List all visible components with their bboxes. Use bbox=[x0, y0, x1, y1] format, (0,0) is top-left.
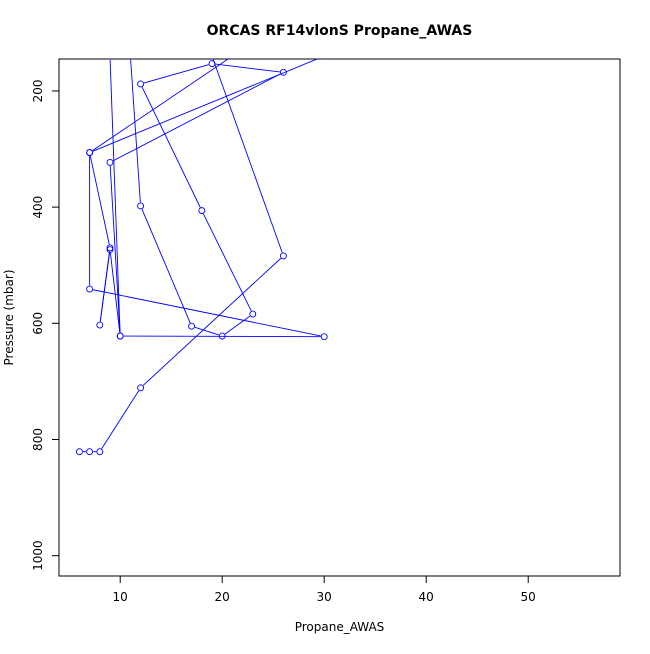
data-point bbox=[320, 333, 328, 341]
data-point bbox=[96, 448, 104, 456]
data-point bbox=[249, 310, 257, 318]
data-point bbox=[198, 207, 206, 215]
data-point bbox=[106, 246, 114, 253]
y-tick-label: 400 bbox=[31, 196, 45, 219]
x-tick-label: 50 bbox=[521, 590, 536, 604]
series-line-segment bbox=[142, 258, 282, 386]
data-point bbox=[86, 149, 94, 156]
data-point bbox=[279, 68, 287, 76]
data-point bbox=[108, 59, 112, 60]
data-point bbox=[128, 59, 133, 60]
data-point bbox=[137, 384, 145, 392]
series-line-segment bbox=[92, 59, 319, 152]
series-line-segment bbox=[99, 251, 110, 322]
series-line-segment bbox=[123, 335, 321, 338]
data-point bbox=[188, 322, 196, 330]
x-axis-label: Propane_AWAS bbox=[295, 620, 385, 634]
data-point bbox=[230, 59, 235, 60]
data-point bbox=[137, 80, 145, 88]
data-point bbox=[116, 332, 124, 340]
y-axis-label: Pressure (mbar) bbox=[2, 269, 16, 365]
series-line-segment bbox=[212, 59, 283, 253]
data-point bbox=[106, 158, 114, 166]
y-tick-label: 600 bbox=[31, 312, 45, 335]
data-point bbox=[75, 448, 83, 456]
data-point bbox=[218, 332, 226, 340]
data-point bbox=[279, 252, 287, 260]
series-line-segment bbox=[215, 63, 280, 73]
series-line-segment bbox=[141, 209, 191, 324]
data-point bbox=[86, 285, 94, 293]
x-tick-label: 40 bbox=[419, 590, 434, 604]
y-tick-label: 800 bbox=[31, 428, 45, 451]
series-line-segment bbox=[92, 59, 229, 151]
series-line-segment bbox=[109, 253, 121, 333]
y-tick-label: 200 bbox=[31, 79, 45, 102]
y-axis: 200 400 600 800 1000 bbox=[31, 79, 60, 571]
x-tick-label: 20 bbox=[215, 590, 230, 604]
series-line-segment bbox=[194, 326, 219, 336]
series-line-segment bbox=[93, 289, 321, 337]
data-point bbox=[137, 202, 145, 210]
series-line-segment bbox=[101, 390, 140, 449]
series-line-segment bbox=[89, 155, 110, 245]
x-axis: 10 20 30 40 50 bbox=[113, 575, 536, 604]
series-line-segment bbox=[202, 213, 252, 311]
series-line-segment bbox=[141, 87, 201, 208]
data-point bbox=[322, 59, 327, 60]
data-point bbox=[208, 60, 216, 68]
series-line-segment bbox=[143, 64, 209, 84]
series-line-segment bbox=[112, 73, 281, 162]
x-tick-label: 10 bbox=[113, 590, 128, 604]
plot-frame bbox=[58, 58, 621, 577]
series-line-segment bbox=[224, 315, 251, 335]
data-point bbox=[96, 321, 104, 329]
series-line-segment bbox=[109, 165, 121, 333]
series-line-segment bbox=[130, 59, 141, 203]
x-tick-label: 30 bbox=[317, 590, 332, 604]
data-point bbox=[106, 244, 114, 252]
y-tick-label: 1000 bbox=[31, 540, 45, 571]
series-layer bbox=[75, 59, 328, 456]
series-line-segment bbox=[109, 59, 121, 333]
data-point bbox=[210, 59, 214, 60]
chart-title: ORCAS RF14vlonS Propane_AWAS bbox=[207, 23, 473, 39]
data-point bbox=[86, 448, 94, 456]
